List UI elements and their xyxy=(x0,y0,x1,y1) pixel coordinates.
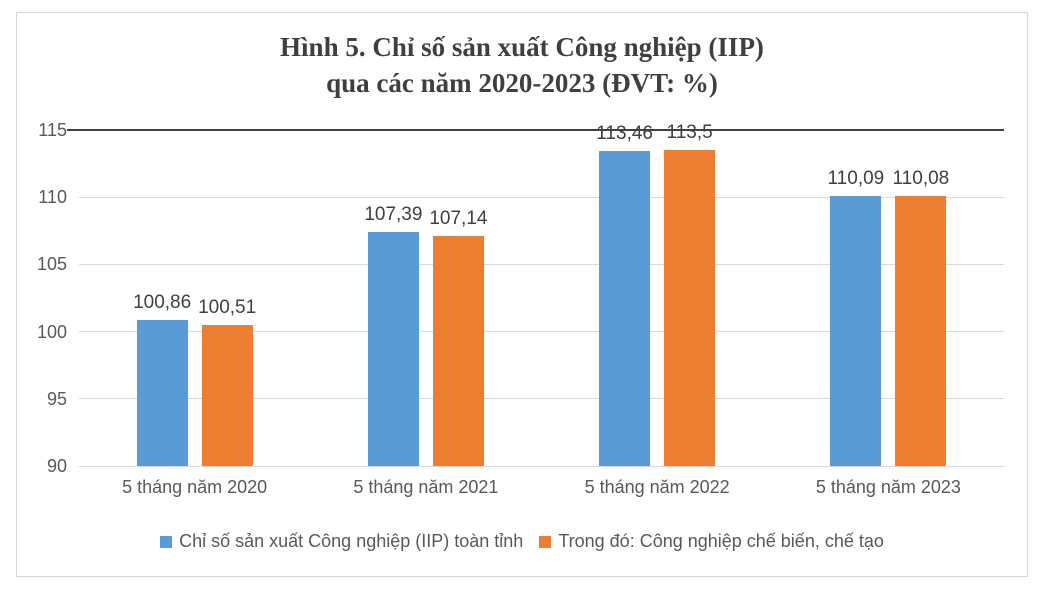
bar-series2-group4 xyxy=(895,196,947,466)
legend-swatch-icon xyxy=(539,535,552,548)
x-axis-category-2: 5 tháng năm 2021 xyxy=(353,477,499,497)
bar-value-label: 100,51 xyxy=(198,296,257,318)
gridline-95 xyxy=(79,398,1004,400)
bar-series1-group4 xyxy=(830,195,882,466)
gridline-105 xyxy=(79,263,1004,265)
axis-line-115 xyxy=(67,128,1004,132)
legend-label: Chỉ số sản xuất Công nghiệp (IIP) toàn t… xyxy=(179,531,524,551)
x-axis-category-1: 5 tháng năm 2020 xyxy=(122,477,268,497)
legend-label: Trong đó: Công nghiệp chế biến, chế tạo xyxy=(558,531,884,551)
bar-value-label: 110,09 xyxy=(827,167,885,189)
gridline-110 xyxy=(79,196,1004,198)
bar-series2-group2 xyxy=(432,235,484,466)
y-axis-tick-95: 95 xyxy=(46,388,67,409)
bar-series1-group3 xyxy=(599,150,651,466)
gridline-100 xyxy=(79,331,1004,333)
legend-item-series2: Trong đó: Công nghiệp chế biến, chế tạo xyxy=(539,531,884,552)
chart-title: Hình 5. Chỉ số sản xuất Công nghiệp (IIP… xyxy=(17,29,1027,101)
x-axis-category-4: 5 tháng năm 2023 xyxy=(815,477,961,497)
bar-value-label: 113,5 xyxy=(666,122,713,144)
bar-value-label: 100,86 xyxy=(133,292,192,314)
y-axis-tick-115: 115 xyxy=(38,120,67,140)
legend-swatch-icon xyxy=(160,535,173,548)
chart-title-line1: Hình 5. Chỉ số sản xuất Công nghiệp (IIP… xyxy=(280,32,764,62)
bar-value-label: 110,08 xyxy=(892,168,950,190)
chart-legend: Chỉ số sản xuất Công nghiệp (IIP) toàn t… xyxy=(17,531,1027,552)
bar-series1-group2 xyxy=(367,232,419,466)
bar-series2-group1 xyxy=(201,324,253,466)
bar-value-label: 113,46 xyxy=(596,122,653,144)
legend-item-series1: Chỉ số sản xuất Công nghiệp (IIP) toàn t… xyxy=(160,531,523,552)
y-axis-tick-110: 110 xyxy=(38,187,67,208)
bar-value-label: 107,14 xyxy=(429,207,488,229)
bar-series2-group3 xyxy=(664,150,716,466)
y-axis-tick-100: 100 xyxy=(36,321,67,342)
bar-value-label: 107,39 xyxy=(364,204,423,226)
chart-container: Hình 5. Chỉ số sản xuất Công nghiệp (IIP… xyxy=(16,12,1028,577)
bar-series1-group1 xyxy=(136,320,188,466)
x-axis-category-3: 5 tháng năm 2022 xyxy=(584,477,730,497)
y-axis-tick-90: 90 xyxy=(46,456,67,476)
y-axis-tick-105: 105 xyxy=(36,254,67,275)
gridline-90 xyxy=(79,465,1004,467)
chart-title-line2: qua các năm 2020-2023 (ĐVT: %) xyxy=(326,68,718,98)
